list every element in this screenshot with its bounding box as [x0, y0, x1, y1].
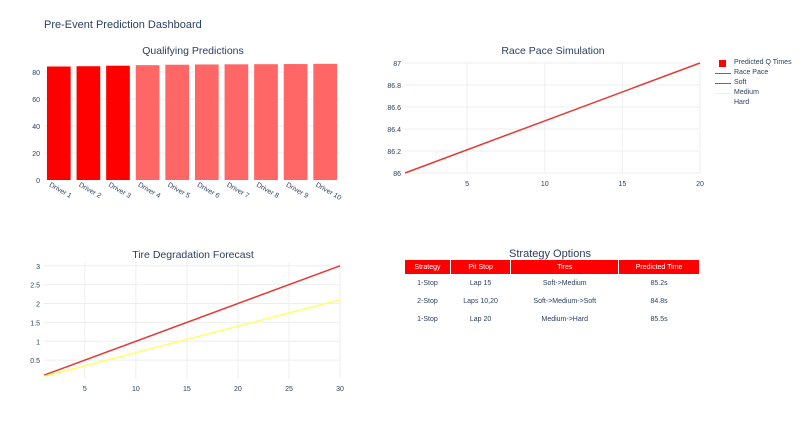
x-tick-label: 10 — [132, 386, 140, 393]
x-tick-label: Driver 6 — [196, 182, 221, 200]
table-cell: 84.8s — [619, 292, 700, 310]
table-cell: Soft->Medium->Soft — [511, 292, 620, 310]
x-tick-label: 5 — [83, 386, 87, 393]
tire-degradation-chart-title: Tire Degradation Forecast — [132, 249, 254, 261]
y-tick-label: 87 — [393, 61, 401, 68]
y-tick-label: 1.5 — [30, 320, 40, 327]
legend-line-icon — [715, 92, 731, 94]
y-tick-label: 86.6 — [387, 105, 401, 112]
x-tick-label: Driver 10 — [314, 182, 342, 202]
bar[interactable] — [135, 65, 160, 180]
qualifying-chart-title: Qualifying Predictions — [142, 45, 244, 57]
x-tick-label: Driver 2 — [77, 182, 102, 200]
x-tick-label: Driver 3 — [107, 182, 132, 200]
race-pace-chart-title: Race Pace Simulation — [501, 45, 604, 57]
legend-label: Hard — [734, 99, 750, 106]
y-tick-label: 0 — [36, 178, 40, 185]
race-pace-chart: Race Pace Simulation 86 86.2 86.4 86.6 86.8 8… — [387, 45, 704, 188]
x-tick-label: 30 — [336, 386, 344, 393]
table-cell: Laps 10,20 — [451, 292, 512, 310]
x-tick-label: Driver 5 — [166, 182, 191, 200]
legend-label: Medium — [734, 89, 759, 96]
bar[interactable] — [46, 66, 71, 180]
bar[interactable] — [313, 63, 338, 180]
bar[interactable] — [194, 64, 219, 180]
chart-legend: Predicted Q Times Race Pace Soft Medium … — [715, 58, 792, 108]
y-tick-label: 86.2 — [387, 149, 401, 156]
legend-label: Predicted Q Times — [734, 59, 792, 66]
legend-item-predicted-q-times[interactable]: Predicted Q Times — [719, 58, 792, 68]
strategy-table: Strategy Pit Stop Tires Predicted Time 1… — [405, 260, 700, 328]
table-cell: Soft->Medium — [511, 274, 620, 292]
legend-line-icon — [715, 82, 731, 84]
column-header: Predicted Time — [619, 260, 700, 274]
y-tick-label: 20 — [32, 151, 40, 158]
x-tick-label: 15 — [618, 181, 626, 188]
y-tick-label: 1 — [36, 339, 40, 346]
column-header: Pit Stop — [450, 260, 512, 274]
x-tick-label: Driver 7 — [225, 182, 250, 200]
x-tick-label: 15 — [183, 386, 191, 393]
bar[interactable] — [165, 64, 190, 180]
series-line[interactable] — [43, 299, 341, 378]
table-cell: Lap 15 — [451, 274, 512, 292]
bar[interactable] — [254, 64, 278, 180]
legend-square-icon — [719, 60, 726, 67]
x-tick-label: 20 — [234, 386, 242, 393]
column-header: Tires — [511, 260, 620, 274]
table-row: 1-Stop Lap 15 Soft->Medium 85.2s — [405, 274, 700, 292]
x-tick-label: 25 — [285, 386, 293, 393]
y-tick-label: 86.8 — [387, 83, 401, 90]
legend-item-hard[interactable]: Hard — [719, 98, 792, 108]
y-tick-label: 60 — [32, 97, 40, 104]
y-tick-label: 2 — [36, 302, 40, 309]
bar[interactable] — [106, 65, 130, 180]
x-tick-label: 10 — [541, 181, 549, 188]
table-header-row: Strategy Pit Stop Tires Predicted Time — [405, 260, 700, 274]
tire-degradation-chart: Tire Degradation Forecast 0.5 1 1.5 2 2.5 3 5… — [30, 249, 344, 393]
y-tick-label: 3 — [36, 264, 40, 271]
y-tick-label: 40 — [32, 124, 40, 131]
page-title: Pre-Event Prediction Dashboard — [44, 19, 202, 31]
column-header: Strategy — [405, 260, 451, 274]
strategy-table-title: Strategy Options — [509, 248, 591, 260]
table-cell: 85.5s — [619, 310, 700, 328]
y-tick-label: 86.4 — [387, 127, 401, 134]
table-cell: 85.2s — [619, 274, 700, 292]
bar[interactable] — [283, 64, 308, 180]
table-cell: 1-Stop — [405, 310, 451, 328]
table-row: 2-Stop Laps 10,20 Soft->Medium->Soft 84.… — [405, 292, 700, 310]
legend-line-icon — [715, 72, 731, 74]
table-cell: 1-Stop — [405, 274, 451, 292]
y-tick-label: 2.5 — [30, 283, 40, 290]
table-row: 1-Stop Lap 20 Medium->Hard 85.5s — [405, 310, 700, 328]
series-line[interactable] — [43, 265, 341, 376]
x-tick-label: Driver 9 — [285, 182, 310, 200]
x-tick-label: 5 — [465, 181, 469, 188]
y-tick-label: 80 — [32, 70, 40, 77]
bar[interactable] — [224, 64, 249, 180]
legend-label: Race Pace — [734, 69, 769, 76]
table-cell: 2-Stop — [405, 292, 451, 310]
legend-item-soft[interactable]: Soft — [715, 78, 792, 88]
legend-label: Soft — [734, 79, 747, 86]
x-tick-label: Driver 8 — [255, 182, 280, 200]
x-tick-label: Driver 4 — [137, 182, 162, 200]
x-tick-label: 20 — [696, 181, 704, 188]
legend-item-medium[interactable]: Medium — [715, 88, 792, 98]
qualifying-chart: Qualifying Predictions 0 20 40 60 80 Driver … — [32, 45, 342, 202]
y-tick-label: 86 — [393, 171, 401, 178]
table-cell: Lap 20 — [451, 310, 512, 328]
legend-item-race-pace[interactable]: Race Pace — [715, 68, 792, 78]
bar[interactable] — [76, 66, 101, 180]
series-line[interactable] — [404, 62, 701, 174]
table-cell: Medium->Hard — [511, 310, 620, 328]
x-tick-label: Driver 1 — [48, 182, 73, 200]
y-tick-label: 0.5 — [30, 358, 40, 365]
